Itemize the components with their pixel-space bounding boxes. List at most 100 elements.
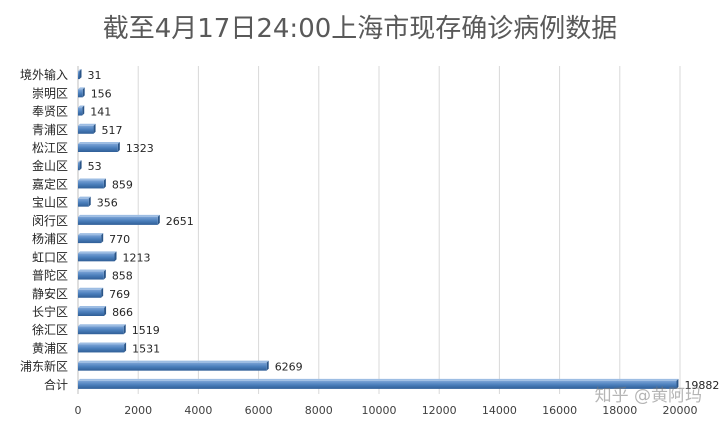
bar-top (78, 233, 104, 236)
x-tick-label: 2000 (124, 404, 152, 417)
data-label: 1519 (132, 324, 160, 337)
category-label: 崇明区 (32, 86, 68, 100)
x-tick-label: 0 (75, 404, 82, 417)
bar (78, 326, 124, 335)
x-tick-label: 20000 (663, 404, 698, 417)
bar (78, 198, 89, 207)
data-label: 769 (109, 288, 130, 301)
bar-end (123, 324, 126, 335)
bar-end (101, 233, 104, 244)
bar-end (266, 360, 269, 371)
category-label: 普陀区 (32, 268, 68, 283)
category-label: 奉贤区 (32, 105, 68, 119)
bar-end (157, 214, 160, 225)
bar (78, 289, 102, 298)
data-label: 141 (90, 106, 111, 119)
category-label: 黄浦区 (32, 341, 68, 355)
bar-end (88, 196, 91, 207)
category-label: 浦东新区 (20, 359, 68, 374)
x-tick-label: 16000 (542, 404, 577, 417)
watermark: 知乎 @黄阿玛 (594, 386, 702, 406)
data-label: 770 (109, 233, 130, 246)
category-label: 虹口区 (32, 250, 68, 264)
category-label: 嘉定区 (32, 176, 68, 191)
bar-top (78, 87, 85, 90)
data-label: 53 (88, 160, 102, 173)
bar (78, 216, 158, 225)
bar-end (101, 287, 104, 298)
x-tick-label: 6000 (245, 404, 273, 417)
bar (78, 271, 104, 280)
bar-top (78, 287, 104, 290)
x-tick-label: 8000 (305, 404, 333, 417)
bar-end (117, 142, 120, 152)
category-label: 闵行区 (32, 213, 68, 228)
bar-top (78, 251, 117, 254)
category-label: 青浦区 (32, 123, 68, 137)
data-label: 1213 (123, 251, 151, 264)
data-label: 6269 (275, 361, 303, 374)
data-label: 356 (97, 197, 118, 210)
data-label: 19882 (684, 379, 719, 392)
x-tick-label: 12000 (422, 404, 457, 417)
bar-top (78, 69, 82, 72)
bar (78, 180, 104, 189)
category-label: 宝山区 (32, 196, 68, 210)
x-tick-label: 4000 (184, 404, 212, 417)
bar-top (78, 178, 106, 181)
bar-end (79, 160, 82, 171)
data-label: 517 (102, 124, 123, 137)
bar (78, 71, 80, 80)
x-tick-label: 14000 (482, 404, 517, 417)
bar-top (78, 360, 269, 363)
data-label: 1323 (126, 142, 154, 155)
bar-top (78, 196, 91, 199)
bar (78, 107, 83, 116)
bar (78, 380, 677, 389)
bar-top (78, 269, 106, 272)
bar (78, 344, 125, 353)
data-label: 2651 (166, 215, 194, 228)
data-label: 1531 (132, 342, 160, 355)
bar-top (78, 378, 679, 381)
bar-top (78, 324, 126, 327)
bar-top (78, 123, 96, 126)
bar-end (79, 69, 82, 80)
bar-end (114, 251, 117, 262)
bar-end (103, 178, 106, 189)
bar-top (78, 342, 127, 345)
data-label: 858 (112, 270, 133, 283)
data-label: 31 (88, 69, 102, 82)
bar (78, 162, 80, 171)
data-label: 866 (112, 306, 133, 319)
chart-title: 截至4月17日24:00上海市现存确诊病例数据 (102, 14, 618, 44)
bar (78, 253, 115, 262)
data-label: 859 (112, 178, 133, 191)
bar-top (78, 105, 85, 108)
category-label: 金山区 (32, 158, 68, 173)
category-label: 松江区 (32, 141, 68, 155)
bar-end (124, 342, 127, 353)
bar (78, 89, 83, 98)
bar-end (104, 306, 107, 316)
data-label: 156 (91, 87, 112, 100)
x-tick-label: 10000 (362, 404, 397, 417)
bar-end (676, 378, 679, 389)
category-label: 合计 (44, 377, 68, 392)
bar (78, 144, 118, 152)
bar (78, 125, 94, 134)
category-label: 静安区 (32, 286, 68, 301)
bar (78, 235, 102, 244)
category-label: 徐汇区 (32, 322, 68, 337)
category-label: 杨浦区 (32, 231, 68, 246)
category-label: 境外输入 (20, 67, 68, 82)
bar-end (82, 105, 85, 116)
x-tick-label: 18000 (602, 404, 637, 417)
bar-top (78, 306, 107, 308)
bar-top (78, 142, 120, 144)
bar (78, 308, 105, 316)
bar-end (93, 123, 96, 134)
bar-end (82, 87, 85, 98)
